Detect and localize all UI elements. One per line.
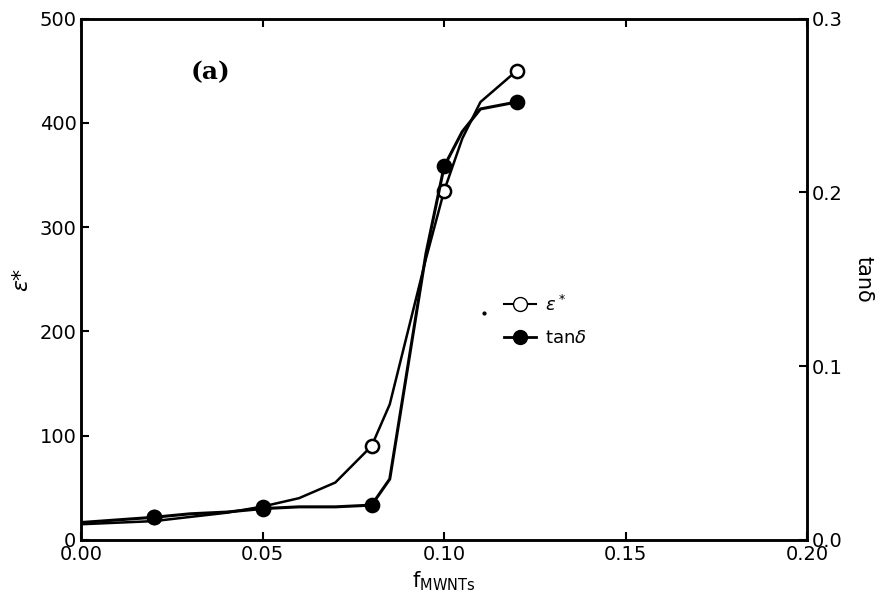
Point: [147, 512, 161, 522]
Point: [437, 186, 451, 196]
Point: [365, 441, 379, 451]
Point: [510, 97, 524, 107]
Y-axis label: ε*: ε*: [12, 268, 31, 291]
Text: (a): (a): [190, 60, 230, 85]
Point: [147, 512, 161, 522]
Point: [510, 66, 524, 76]
Point: [256, 502, 270, 512]
Y-axis label: tanδ: tanδ: [854, 256, 873, 303]
Point: [365, 500, 379, 510]
Point: [437, 161, 451, 171]
X-axis label: f$_{\mathregular{MWNTs}}$: f$_{\mathregular{MWNTs}}$: [412, 570, 476, 593]
Point: [256, 504, 270, 513]
Legend: $\varepsilon^*$, tan$\delta$: $\varepsilon^*$, tan$\delta$: [496, 288, 595, 355]
